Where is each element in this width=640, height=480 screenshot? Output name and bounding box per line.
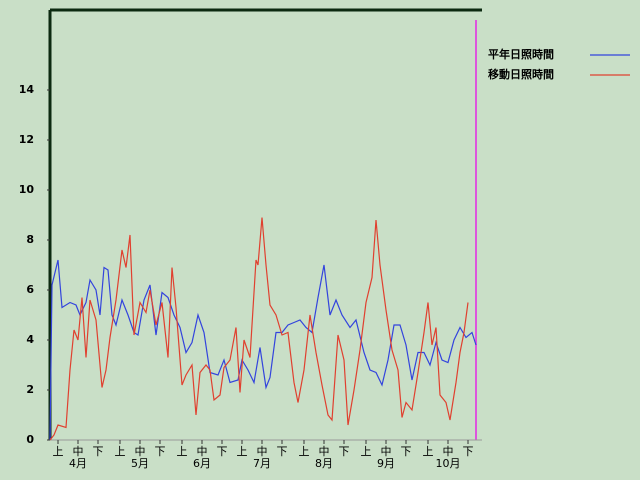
x-tick-label: 下 — [217, 445, 228, 458]
x-tick-label: 中 — [73, 445, 84, 458]
x-tick-label: 下 — [463, 445, 474, 458]
x-tick-label: 下 — [93, 445, 104, 458]
month-label: 10月 — [436, 457, 461, 470]
x-tick-label: 中 — [443, 445, 454, 458]
x-tick-label: 上 — [115, 445, 126, 458]
y-tick-label: 0 — [26, 433, 34, 446]
y-tick-label: 6 — [26, 283, 34, 296]
x-tick-label: 中 — [135, 445, 146, 458]
x-tick-label: 下 — [277, 445, 288, 458]
x-tick-label: 上 — [361, 445, 372, 458]
y-tick-label: 14 — [19, 83, 35, 96]
y-tick-label: 4 — [26, 333, 34, 346]
month-label: 8月 — [315, 457, 333, 470]
month-label: 5月 — [131, 457, 149, 470]
series-line — [49, 217, 469, 441]
x-tick-label: 上 — [177, 445, 188, 458]
x-tick-label: 中 — [257, 445, 268, 458]
x-tick-label: 下 — [155, 445, 166, 458]
series-line — [49, 259, 477, 441]
x-tick-label: 上 — [423, 445, 434, 458]
y-tick-label: 12 — [19, 133, 34, 146]
y-tick-label: 10 — [19, 183, 35, 196]
x-tick-label: 上 — [53, 445, 64, 458]
month-label: 4月 — [69, 457, 87, 470]
legend-label: 平年日照時間 — [488, 47, 554, 61]
x-tick-label: 上 — [299, 445, 310, 458]
y-tick-label: 8 — [26, 233, 34, 246]
x-tick-label: 上 — [237, 445, 248, 458]
y-tick-label: 2 — [26, 383, 34, 396]
x-tick-label: 下 — [339, 445, 350, 458]
x-tick-label: 中 — [197, 445, 208, 458]
legend-label: 移動日照時間 — [488, 67, 554, 81]
x-tick-label: 下 — [401, 445, 412, 458]
month-label: 6月 — [193, 457, 211, 470]
month-label: 7月 — [253, 457, 271, 470]
x-tick-label: 中 — [381, 445, 392, 458]
x-tick-label: 中 — [319, 445, 330, 458]
month-label: 9月 — [377, 457, 395, 470]
